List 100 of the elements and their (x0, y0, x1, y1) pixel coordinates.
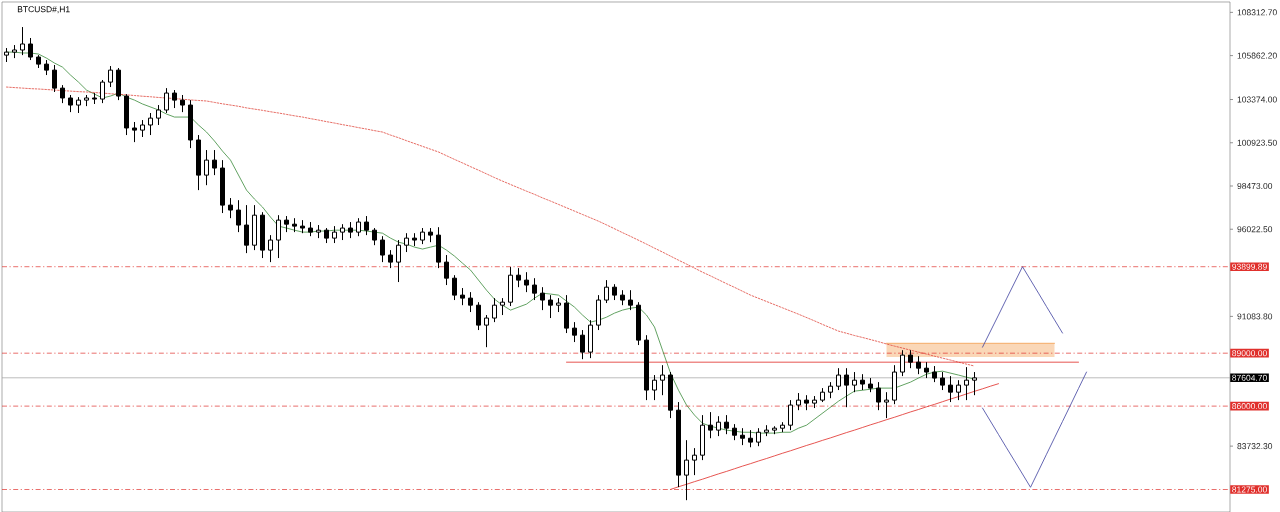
candlestick (108, 65, 113, 88)
ref-line-label: 93899.89 (1232, 263, 1267, 270)
candlestick (924, 361, 929, 379)
candlestick (724, 414, 729, 435)
y-tick-label: 83732.30 (1237, 443, 1273, 450)
candlestick (940, 371, 945, 391)
candlestick (388, 249, 393, 269)
candlestick (404, 232, 409, 253)
y-tick-label: 91083.80 (1237, 313, 1273, 320)
candlestick (916, 355, 921, 375)
candlestick (364, 215, 369, 236)
ref-line-label: 87604.70 (1232, 374, 1267, 381)
candlestick (36, 54, 41, 69)
y-tick-label: 103374.00 (1237, 96, 1277, 103)
candlestick (580, 329, 585, 360)
candlestick (524, 271, 529, 293)
candlestick (228, 197, 233, 219)
candlestick (372, 227, 377, 246)
candlestick (476, 301, 481, 331)
candlestick (668, 371, 673, 419)
candlestick (60, 84, 65, 104)
candlestick (516, 267, 521, 288)
y-tick-label: 108312.70 (1237, 9, 1277, 16)
candlestick (28, 37, 33, 61)
candlestick (44, 59, 49, 76)
candlestick (236, 199, 241, 233)
candlestick (964, 366, 969, 401)
candlestick (220, 159, 225, 214)
candlestick (452, 274, 457, 301)
candlestick (396, 239, 401, 283)
candlestick (844, 367, 849, 408)
candlestick (556, 297, 561, 313)
ref-line-label: 89000.00 (1232, 350, 1267, 357)
candlestick (716, 415, 721, 437)
candlestick (900, 349, 905, 377)
candlestick (876, 381, 881, 411)
candlestick (420, 227, 425, 245)
candlestick (676, 401, 681, 488)
candlestick (4, 47, 9, 63)
candlestick (788, 399, 793, 431)
candlestick (52, 64, 57, 93)
candlestick (532, 277, 537, 301)
candlestick (428, 227, 433, 243)
candlestick (332, 225, 337, 244)
candlestick (148, 112, 153, 136)
y-tick-label: 105862.20 (1237, 52, 1277, 59)
candlestick (868, 377, 873, 393)
candlestick (932, 365, 937, 383)
candlestick (20, 26, 25, 56)
candlestick (636, 301, 641, 346)
candlestick (596, 294, 601, 331)
candlestick (308, 221, 313, 237)
candlestick (212, 149, 217, 176)
candlestick (564, 294, 569, 334)
candlestick (164, 87, 169, 114)
candlestick (708, 411, 713, 439)
candlestick (612, 283, 617, 301)
candlestick (180, 94, 185, 113)
candlestick (484, 314, 489, 348)
candlestick (540, 286, 545, 311)
candlestick (740, 427, 745, 446)
candlestick (732, 423, 737, 441)
candlestick (548, 294, 553, 319)
y-tick-label: 96022.50 (1237, 226, 1273, 233)
candlestick (884, 391, 889, 419)
y-tick-label: 100923.50 (1237, 139, 1277, 146)
candlestick (316, 224, 321, 239)
candlestick (292, 217, 297, 233)
candlestick (700, 414, 705, 461)
candlestick (244, 204, 249, 254)
candlestick (684, 439, 689, 501)
candlestick (284, 215, 289, 233)
candlestick (468, 291, 473, 313)
candlestick (340, 223, 345, 241)
candlestick (12, 44, 17, 59)
candlestick (692, 447, 697, 476)
candlestick (756, 427, 761, 447)
candlestick (796, 392, 801, 411)
candlestick (356, 217, 361, 237)
candlestick (460, 287, 465, 306)
candlestick (820, 387, 825, 403)
candlestick (380, 235, 385, 263)
candlestick (252, 204, 257, 251)
candlestick (260, 211, 265, 259)
candlestick (620, 289, 625, 306)
candlestick (92, 92, 97, 105)
candlestick (956, 379, 961, 401)
candlestick (780, 421, 785, 433)
candlestick (204, 149, 209, 186)
candlestick (644, 334, 649, 401)
candlestick (764, 424, 769, 437)
candlestick (140, 119, 145, 138)
candlestick (68, 94, 73, 113)
candlestick (76, 96, 81, 114)
candlestick (196, 134, 201, 191)
candlestick (268, 234, 273, 263)
candlestick (508, 266, 513, 307)
candlestick (660, 364, 665, 396)
candlestick (652, 374, 657, 401)
candlestick (972, 371, 977, 396)
